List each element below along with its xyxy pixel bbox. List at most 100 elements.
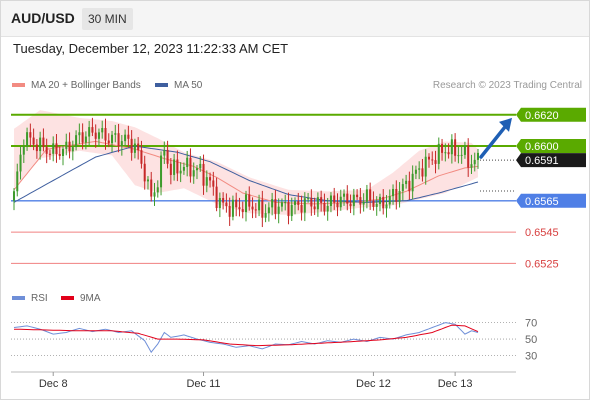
candle-body	[166, 149, 169, 164]
candle-body	[460, 154, 463, 156]
candle	[392, 184, 395, 205]
candle-body	[39, 137, 42, 152]
candle	[48, 149, 51, 160]
candle-body	[199, 163, 202, 169]
candle	[460, 146, 463, 164]
candle-body	[382, 196, 385, 209]
candle-body	[424, 156, 427, 177]
candle	[382, 189, 385, 215]
candle-body	[336, 202, 339, 208]
candle-body	[271, 199, 274, 208]
candle	[101, 120, 104, 139]
candle-body	[450, 139, 453, 155]
candle-body	[235, 199, 238, 208]
candle-body	[19, 154, 22, 172]
candle	[52, 136, 55, 162]
candle-body	[264, 213, 267, 218]
candle	[290, 197, 293, 221]
candle-body	[130, 138, 133, 153]
candle-body	[476, 152, 480, 160]
candle	[71, 140, 74, 161]
candle-body	[427, 156, 430, 160]
candle	[320, 190, 323, 212]
candle	[297, 192, 300, 211]
timeframe-badge[interactable]: 30 MIN	[82, 8, 133, 30]
candle	[359, 188, 362, 214]
candle	[19, 145, 22, 180]
candle	[58, 146, 61, 160]
candle	[274, 189, 277, 220]
candle	[68, 132, 71, 159]
bollinger-band	[14, 110, 478, 215]
candle	[130, 130, 133, 161]
candle	[12, 188, 16, 211]
candle	[140, 140, 143, 169]
current-price-tag-bg	[516, 153, 586, 168]
level-tag-0.6565: 0.6565	[516, 193, 586, 208]
candle-body	[137, 143, 140, 151]
candle-body	[258, 199, 261, 211]
candle-body	[209, 177, 212, 181]
candle-body	[156, 187, 159, 193]
candle	[137, 137, 140, 160]
candle	[463, 141, 466, 159]
candle-body	[124, 134, 127, 142]
candle-body	[421, 168, 424, 177]
candle-body	[143, 163, 146, 182]
candle	[277, 198, 280, 224]
candle-body	[431, 159, 434, 161]
candle	[39, 131, 42, 160]
price-tags-layer: 0.6620 0.6600 0.6565 0.6545 0.6525 0.6591	[516, 107, 586, 270]
level-label-0.6545: 0.6545	[525, 227, 559, 239]
candle-body	[244, 194, 248, 213]
candle-body	[212, 180, 215, 187]
candle	[336, 193, 339, 217]
candle-body	[346, 193, 349, 204]
candle	[192, 162, 195, 184]
candle-body	[444, 152, 447, 154]
candle	[26, 127, 29, 151]
candle	[228, 197, 231, 226]
candle-body	[179, 170, 182, 174]
candle-body	[457, 155, 460, 157]
level-lines-layer	[11, 113, 516, 264]
candle	[218, 192, 221, 218]
candle	[303, 192, 306, 222]
candle-body	[362, 201, 365, 205]
rsi-tick-50: 50	[525, 334, 537, 346]
candle	[267, 202, 270, 222]
candle-body	[29, 132, 32, 138]
candle	[173, 153, 176, 181]
level-tag-0.6620: 0.6620	[516, 107, 586, 122]
candle	[473, 152, 476, 172]
candle	[401, 178, 404, 201]
candle	[450, 134, 453, 164]
candle-body	[186, 157, 189, 168]
candle	[179, 162, 182, 183]
forecast-arrow-head	[499, 117, 512, 132]
candle	[349, 194, 352, 214]
candle	[313, 197, 316, 216]
candle-body	[195, 168, 198, 171]
candle-body	[411, 173, 414, 192]
candle-body	[473, 159, 476, 165]
candle-body	[101, 128, 104, 133]
candle	[163, 141, 166, 164]
candle	[195, 165, 198, 180]
candle-body	[78, 132, 81, 136]
candle	[254, 203, 257, 218]
candle	[258, 194, 261, 217]
candle-body	[470, 164, 473, 168]
candle	[104, 118, 107, 150]
candle-body	[111, 134, 114, 144]
candle	[264, 204, 267, 223]
candle-body	[150, 179, 153, 197]
candle	[150, 171, 153, 202]
candle-body	[71, 147, 74, 152]
candle	[16, 163, 19, 197]
current-price-layer	[479, 117, 516, 192]
candle	[75, 130, 78, 151]
candle-body	[274, 199, 277, 214]
candle-body	[189, 157, 192, 177]
candle	[398, 182, 401, 208]
